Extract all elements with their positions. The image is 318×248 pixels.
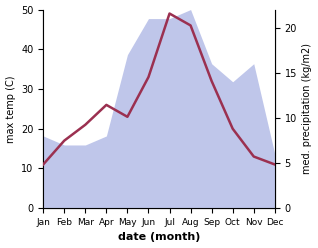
X-axis label: date (month): date (month): [118, 232, 200, 243]
Y-axis label: max temp (C): max temp (C): [5, 75, 16, 143]
Y-axis label: med. precipitation (kg/m2): med. precipitation (kg/m2): [302, 43, 313, 174]
